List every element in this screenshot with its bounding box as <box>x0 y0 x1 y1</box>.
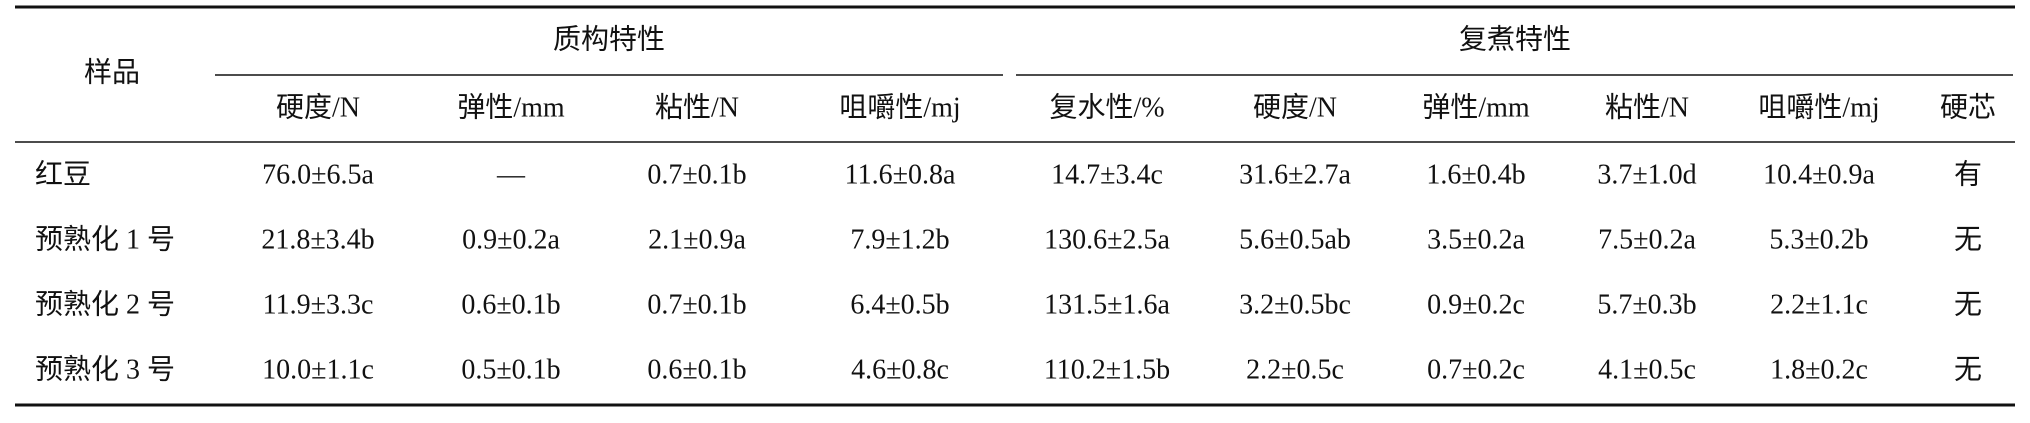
cell: 3.2±0.5bc <box>1239 289 1351 320</box>
column-header: 硬度/N <box>276 91 360 123</box>
column-header: 硬芯 <box>1940 91 1996 123</box>
cell: 无 <box>1954 354 1982 385</box>
cell: 2.2±1.1c <box>1770 289 1868 320</box>
cell: 4.1±0.5c <box>1598 354 1696 385</box>
cell: 1.8±0.2c <box>1770 354 1868 385</box>
cell: 0.6±0.1b <box>647 354 746 385</box>
cell: 130.6±2.5a <box>1044 224 1170 255</box>
cell: 有 <box>1954 158 1982 190</box>
cell: 4.6±0.8c <box>851 354 949 385</box>
cell: 7.9±1.2b <box>850 224 949 255</box>
cell: 10.0±1.1c <box>262 354 374 385</box>
cell: 0.9±0.2a <box>462 224 560 255</box>
cell: 14.7±3.4c <box>1051 159 1163 190</box>
column-header: 咀嚼性/mj <box>839 91 960 123</box>
cell: 5.7±0.3b <box>1597 289 1696 320</box>
group-header: 复煮特性 <box>1459 23 1571 55</box>
cell: 0.7±0.1b <box>647 159 746 190</box>
row-label: 红豆 <box>35 158 91 190</box>
cell: 110.2±1.5b <box>1044 354 1170 385</box>
row-label: 预熟化 3 号 <box>35 353 175 385</box>
cell: 0.9±0.2c <box>1427 289 1525 320</box>
cell: — <box>496 159 526 190</box>
column-header: 复水性/% <box>1049 91 1164 123</box>
cell: 7.5±0.2a <box>1598 224 1696 255</box>
cell: 6.4±0.5b <box>850 289 949 320</box>
row-label: 预熟化 2 号 <box>35 288 175 320</box>
cell: 31.6±2.7a <box>1239 159 1351 190</box>
cell: 2.1±0.9a <box>648 224 746 255</box>
column-header: 咀嚼性/mj <box>1758 91 1879 123</box>
column-header: 硬度/N <box>1253 91 1337 123</box>
cell: 3.5±0.2a <box>1427 224 1525 255</box>
sample-header: 样品 <box>84 56 140 88</box>
cell: 0.6±0.1b <box>461 289 560 320</box>
row-label: 预熟化 1 号 <box>35 223 175 255</box>
cell: 2.2±0.5c <box>1246 354 1344 385</box>
cell: 5.6±0.5ab <box>1239 224 1351 255</box>
cell: 76.0±6.5a <box>262 159 374 190</box>
group-header: 质构特性 <box>553 23 665 55</box>
cell: 0.7±0.1b <box>647 289 746 320</box>
column-header: 粘性/N <box>655 91 739 123</box>
cell: 1.6±0.4b <box>1426 159 1525 190</box>
cell: 5.3±0.2b <box>1769 224 1868 255</box>
cell: 11.9±3.3c <box>263 289 374 320</box>
column-header: 粘性/N <box>1605 91 1689 123</box>
column-header: 弹性/mm <box>1422 91 1530 123</box>
cell: 10.4±0.9a <box>1763 159 1875 190</box>
cell: 3.7±1.0d <box>1597 159 1696 190</box>
cell: 11.6±0.8a <box>845 159 956 190</box>
column-header: 弹性/mm <box>457 91 565 123</box>
cell: 无 <box>1954 224 1982 255</box>
cell: 21.8±3.4b <box>261 224 374 255</box>
cell: 0.7±0.2c <box>1427 354 1525 385</box>
cell: 0.5±0.1b <box>461 354 560 385</box>
cell: 无 <box>1954 289 1982 320</box>
cell: 131.5±1.6a <box>1044 289 1170 320</box>
